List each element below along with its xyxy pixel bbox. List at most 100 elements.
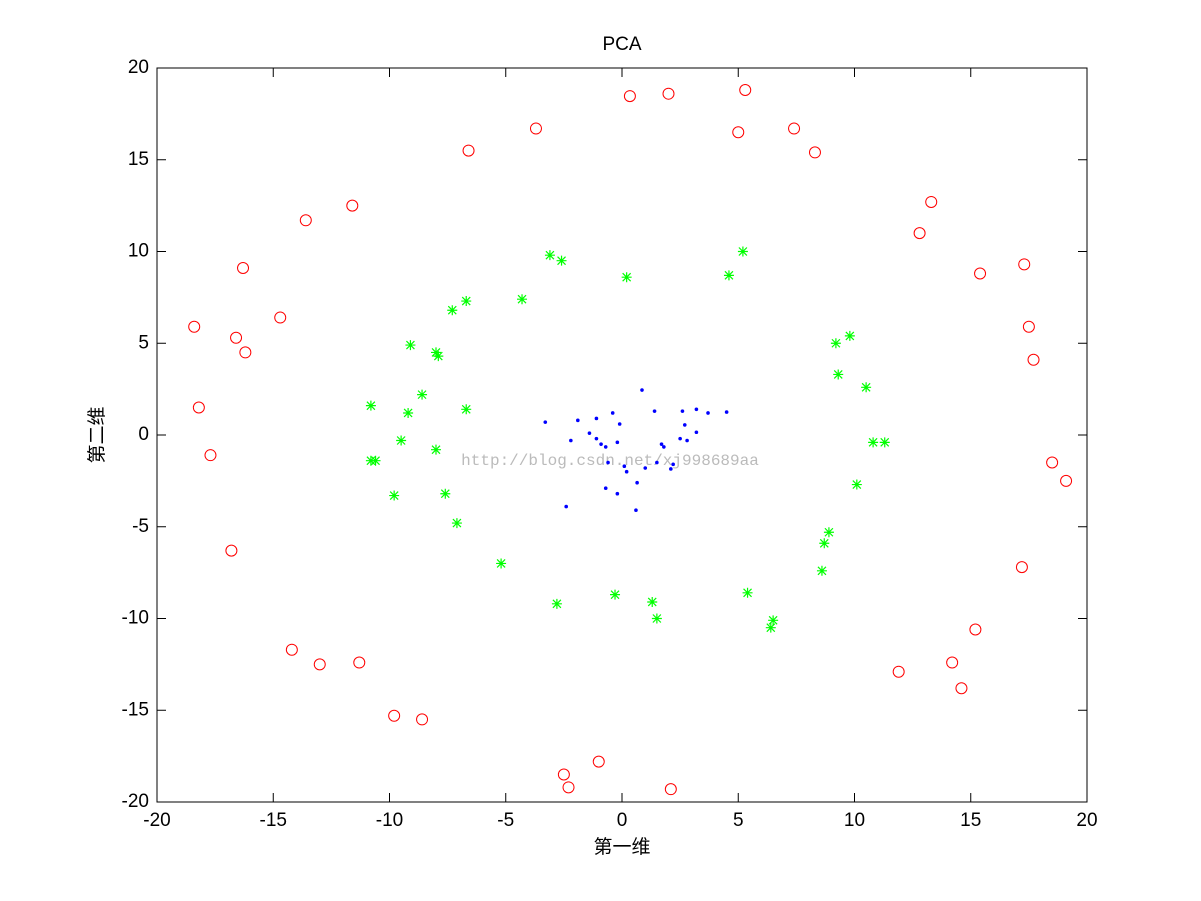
dot-marker: [659, 442, 664, 446]
circle-marker: [416, 713, 429, 726]
circle-marker: [462, 144, 475, 157]
watermark: http://blog.csdn.net/xj998689aa: [461, 452, 759, 470]
circle-marker: [592, 755, 605, 768]
dot-marker: [640, 388, 644, 392]
dot-marker: [594, 436, 599, 441]
dot-marker: [615, 440, 620, 445]
x-tick-label: -20: [143, 810, 170, 831]
dot-marker: [587, 431, 592, 435]
star-marker: [723, 270, 734, 281]
y-axis-label: 第二维: [86, 406, 108, 463]
y-tick-label: 0: [138, 424, 149, 445]
dot-marker: [624, 469, 629, 474]
star-marker: [868, 437, 879, 448]
star-marker: [556, 255, 567, 266]
dot-marker: [671, 462, 675, 467]
circle-marker: [274, 311, 287, 324]
star-marker: [621, 272, 632, 283]
dot-marker: [543, 420, 548, 424]
star-marker: [370, 455, 381, 466]
y-tick-label: 10: [128, 241, 149, 262]
star-marker: [496, 558, 507, 569]
dot-marker: [606, 460, 610, 465]
dot-marker: [615, 491, 620, 496]
star-marker: [851, 479, 862, 490]
circle-marker: [732, 126, 745, 139]
circle-marker: [239, 346, 252, 359]
x-tick-label: 0: [617, 810, 628, 831]
circle-marker: [623, 90, 636, 103]
dot-marker: [694, 430, 699, 435]
dot-marker: [599, 442, 603, 446]
star-marker: [768, 615, 779, 626]
star-marker: [461, 404, 472, 415]
circle-marker: [808, 146, 821, 159]
circle-marker: [230, 331, 243, 344]
circle-marker: [1018, 258, 1031, 271]
chart-title: PCA: [602, 34, 641, 55]
circle-marker: [192, 401, 205, 414]
dot-marker: [706, 411, 710, 415]
circle-marker: [299, 214, 312, 227]
star-marker: [819, 538, 830, 549]
circle-marker: [204, 449, 217, 462]
x-tick-label: -5: [497, 810, 514, 831]
circle-marker: [346, 199, 359, 212]
dot-marker: [576, 418, 580, 423]
dot-marker: [652, 409, 657, 413]
star-marker: [765, 622, 776, 633]
circle-marker: [1015, 561, 1028, 574]
dot-marker: [662, 445, 666, 449]
y-tick-label: 15: [128, 149, 149, 170]
star-marker: [365, 400, 376, 411]
dot-marker: [634, 508, 638, 513]
circle-marker: [664, 783, 677, 796]
star-marker: [823, 527, 834, 538]
star-marker: [737, 246, 748, 257]
circle-marker: [1060, 474, 1073, 487]
star-marker: [647, 596, 658, 607]
star-marker: [830, 338, 841, 349]
star-marker: [879, 437, 890, 448]
circle-marker: [225, 544, 238, 557]
star-marker: [417, 389, 428, 400]
circle-marker: [285, 643, 298, 656]
dot-marker: [635, 480, 639, 485]
y-tick-label: -20: [122, 791, 149, 812]
y-tick-label: -15: [122, 699, 149, 720]
circle-marker: [388, 709, 401, 722]
star-marker: [389, 490, 400, 501]
dot-marker: [669, 467, 673, 471]
y-tick-label: -10: [122, 608, 149, 629]
circle-marker: [529, 122, 542, 135]
dot-marker: [603, 445, 608, 449]
y-tick-label: -5: [132, 516, 149, 537]
star-marker: [610, 589, 621, 600]
star-marker: [551, 598, 562, 609]
dot-marker: [564, 504, 568, 509]
circle-marker: [739, 84, 752, 97]
star-marker: [440, 488, 451, 499]
circle-marker: [188, 320, 201, 333]
circle-marker: [788, 122, 801, 135]
circle-marker: [313, 658, 326, 671]
circle-marker: [969, 623, 982, 636]
dot-marker: [694, 407, 699, 412]
star-marker: [544, 250, 555, 261]
circle-marker: [892, 665, 905, 678]
dot-marker: [655, 460, 659, 465]
star-marker: [433, 351, 444, 362]
dot-marker: [569, 438, 573, 443]
circle-marker: [237, 262, 250, 275]
star-marker: [405, 340, 416, 351]
x-axis-label: 第一维: [593, 836, 650, 858]
circle-marker: [353, 656, 366, 669]
x-tick-label: -10: [376, 810, 403, 831]
circle-marker: [946, 656, 959, 669]
y-tick-label: 5: [138, 332, 149, 353]
dot-marker: [680, 409, 685, 413]
dot-marker: [682, 423, 687, 427]
circle-marker: [1046, 456, 1059, 469]
dot-marker: [622, 464, 627, 468]
